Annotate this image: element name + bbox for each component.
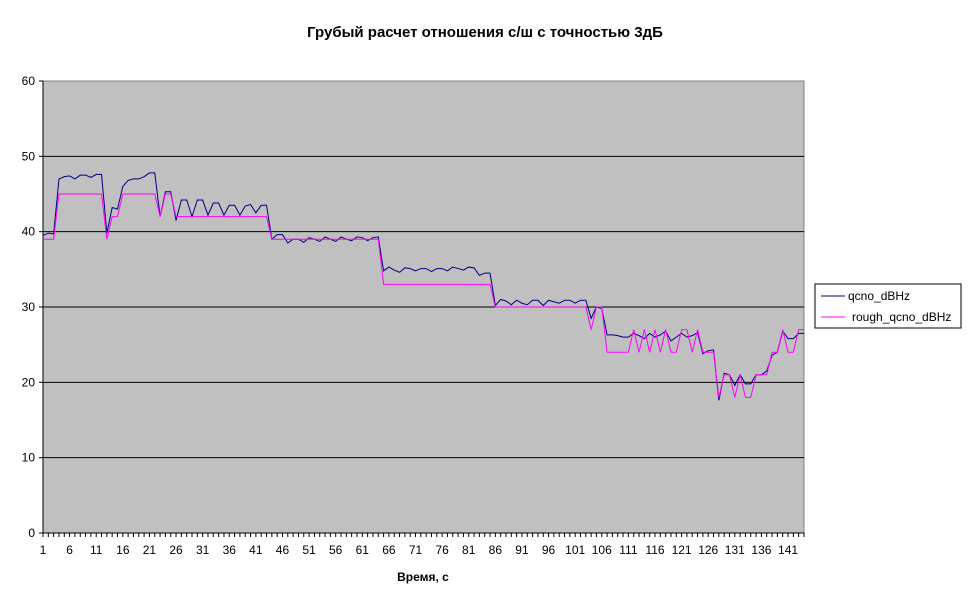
y-tick-label: 0: [28, 526, 35, 540]
x-tick-label: 121: [672, 543, 692, 557]
y-tick-label: 10: [22, 451, 36, 465]
x-tick-label: 81: [462, 543, 476, 557]
x-tick-label: 101: [565, 543, 585, 557]
x-axis: 1 6 11 16 21 26 31 36 41 46 51 56 61 66 71 76 81 86 91 96 10…: [40, 532, 805, 557]
x-tick-label: 96: [542, 543, 556, 557]
x-axis-title: Время, с: [397, 570, 449, 584]
x-tick-label: 136: [751, 543, 771, 557]
legend-label-rough: rough_qcno_dBHz: [852, 310, 951, 324]
y-axis: 0 10 20 30 40 50 60: [22, 74, 44, 540]
series-lines: [42, 172, 804, 401]
x-tick-label: 131: [725, 543, 745, 557]
x-tick-label: 116: [645, 543, 664, 557]
y-tick-label: 20: [22, 375, 36, 389]
x-tick-label: 71: [409, 543, 423, 557]
x-tick-label: 6: [66, 543, 73, 557]
x-tick-label: 46: [276, 543, 290, 557]
x-tick-label: 91: [515, 543, 529, 557]
legend: qcno_dBHz rough_qcno_dBHz: [814, 283, 962, 329]
series-line-qcno-dbhz: [42, 172, 804, 401]
x-tick-label: 86: [489, 543, 503, 557]
legend-box: [814, 283, 962, 329]
x-tick-label: 106: [592, 543, 612, 557]
x-tick-label: 31: [196, 543, 210, 557]
x-tick-label: 51: [302, 543, 316, 557]
x-tick-label: 11: [90, 543, 103, 557]
x-tick-label: 36: [223, 543, 237, 557]
x-tick-label: 16: [116, 543, 130, 557]
x-tick-label: 61: [356, 543, 370, 557]
x-tick-label: 41: [249, 543, 263, 557]
x-tick-label: 126: [698, 543, 718, 557]
y-tick-label: 30: [22, 300, 36, 314]
y-tick-label: 40: [22, 225, 36, 239]
x-tick-label: 76: [435, 543, 449, 557]
x-tick-label: 56: [329, 543, 343, 557]
x-tick-label: 1: [40, 543, 47, 557]
x-tick-label: 111: [619, 543, 638, 557]
x-tick-label: 26: [169, 543, 183, 557]
x-tick-label: 141: [778, 543, 798, 557]
y-tick-label: 50: [22, 149, 36, 163]
series-line-rough-qcno-dbhz: [43, 193, 804, 398]
x-tick-label: 66: [382, 543, 396, 557]
grid-lines: [43, 155, 804, 459]
x-tick-label: 21: [143, 543, 157, 557]
legend-label-qcno: qcno_dBHz: [848, 289, 910, 303]
chart-title: Грубый расчет отношения с/ш с точностью …: [307, 24, 663, 41]
y-tick-label: 60: [22, 74, 36, 88]
